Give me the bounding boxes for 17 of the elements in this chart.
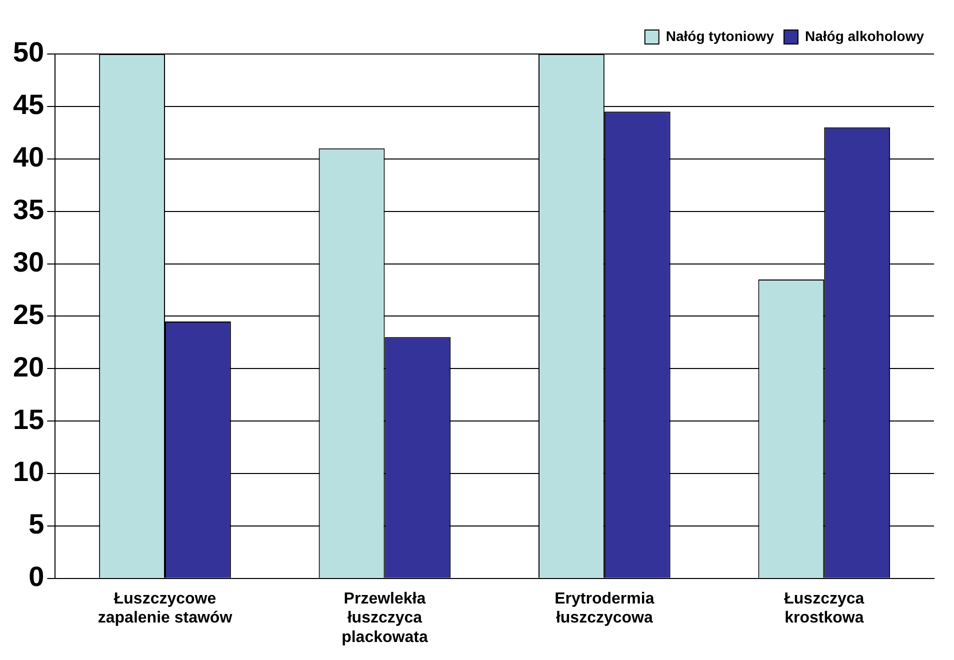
x-tick-label: Łuszczycowe zapalenie stawów — [98, 590, 233, 627]
x-tick-label: Łuszczyca krostkowa — [784, 590, 864, 627]
y-tick-label: 5 — [28, 508, 44, 540]
y-tick-label: 45 — [12, 89, 44, 120]
y-tick-label: 50 — [12, 36, 44, 68]
x-tick-label: Erytrodermia łuszczycowa — [554, 590, 654, 627]
legend-label: Nałóg tytoniowy — [666, 28, 774, 44]
y-tick-label: 0 — [28, 561, 44, 592]
y-tick-label: 25 — [12, 298, 44, 330]
y-tick-label: 20 — [12, 351, 44, 382]
legend-label: Nałóg alkoholowy — [804, 28, 924, 44]
y-tick-label: 10 — [12, 456, 44, 488]
y-tick-label: 40 — [12, 142, 44, 173]
y-tick-label: 35 — [12, 194, 44, 226]
x-tick-label: Przewlekła łuszczyca plackowata — [342, 590, 428, 646]
y-tick-label: 15 — [12, 404, 44, 435]
y-tick-label: 30 — [12, 246, 44, 278]
